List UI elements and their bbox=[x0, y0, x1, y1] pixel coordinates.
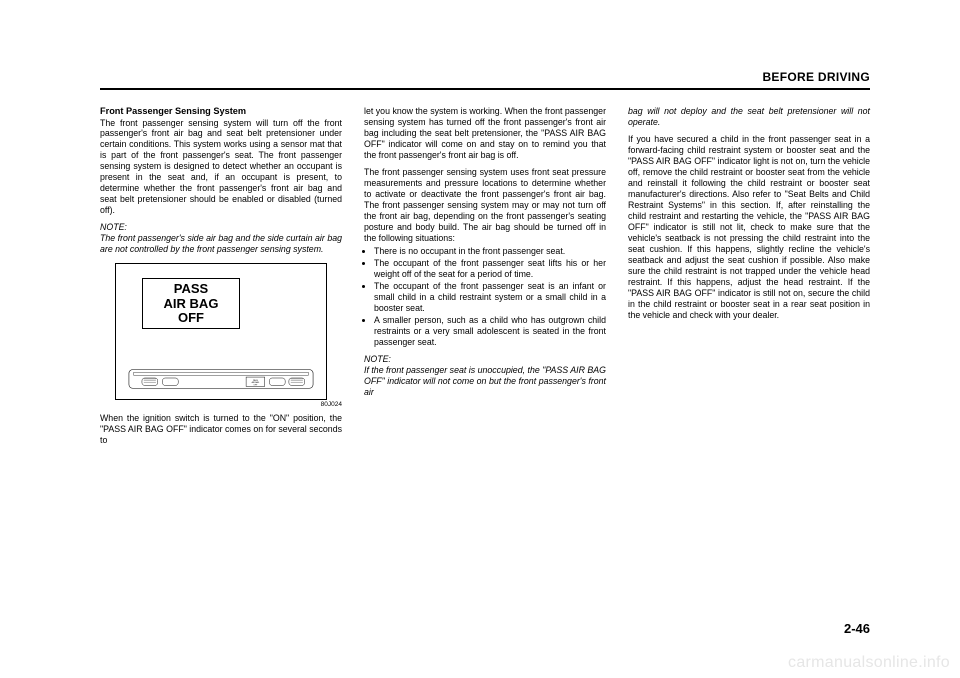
running-head: BEFORE DRIVING bbox=[762, 70, 870, 84]
watermark: carmanualsonline.info bbox=[788, 654, 950, 672]
col2-bullet-4: A smaller person, such as a child who ha… bbox=[374, 315, 606, 348]
col3-note-cont: bag will not deploy and the seat belt pr… bbox=[628, 106, 870, 128]
page: BEFORE DRIVING Front Passenger Sensing S… bbox=[0, 0, 960, 678]
col2-bullet-list: There is no occupant in the front passen… bbox=[364, 246, 606, 348]
figure-label-box: PASS AIR BAG OFF bbox=[142, 278, 240, 329]
col2-bullet-2: The occupant of the front passenger seat… bbox=[374, 258, 606, 280]
col2-note-body: If the front passenger seat is unoccupie… bbox=[364, 365, 606, 398]
body-columns: Front Passenger Sensing System The front… bbox=[100, 106, 870, 588]
figure-dashboard-strip: PASS AIR BAG OFF bbox=[128, 365, 314, 391]
page-number: 2-46 bbox=[844, 621, 870, 636]
figure-label-line1: PASS bbox=[145, 282, 237, 296]
figure-ref: 80J024 bbox=[100, 401, 342, 409]
col2-note-label: NOTE: bbox=[364, 354, 606, 365]
column-1: Front Passenger Sensing System The front… bbox=[100, 106, 342, 588]
figure-pass-airbag-off: PASS AIR BAG OFF bbox=[115, 263, 327, 400]
figure-label-line3: OFF bbox=[145, 311, 237, 325]
col2-bullet-3: The occupant of the front passenger seat… bbox=[374, 281, 606, 314]
col1-para-1: The front passenger sensing system will … bbox=[100, 118, 342, 217]
col1-note-label: NOTE: bbox=[100, 222, 342, 233]
dashboard-svg: PASS AIR BAG OFF bbox=[128, 365, 314, 391]
column-2: let you know the system is working. When… bbox=[364, 106, 606, 588]
col2-bullet-1: There is no occupant in the front passen… bbox=[374, 246, 606, 257]
figure-label-line2: AIR BAG bbox=[145, 297, 237, 311]
header-rule bbox=[100, 88, 870, 90]
column-3: bag will not deploy and the seat belt pr… bbox=[628, 106, 870, 588]
col1-note-body: The front passenger's side air bag and t… bbox=[100, 233, 342, 255]
subhead-front-passenger: Front Passenger Sensing System bbox=[100, 106, 342, 118]
col1-para-2: When the ignition switch is turned to th… bbox=[100, 413, 342, 446]
col3-para-1: If you have secured a child in the front… bbox=[628, 134, 870, 321]
col2-para-2: The front passenger sensing system uses … bbox=[364, 167, 606, 244]
col2-para-1: let you know the system is working. When… bbox=[364, 106, 606, 161]
svg-text:PASS: PASS bbox=[253, 379, 259, 382]
